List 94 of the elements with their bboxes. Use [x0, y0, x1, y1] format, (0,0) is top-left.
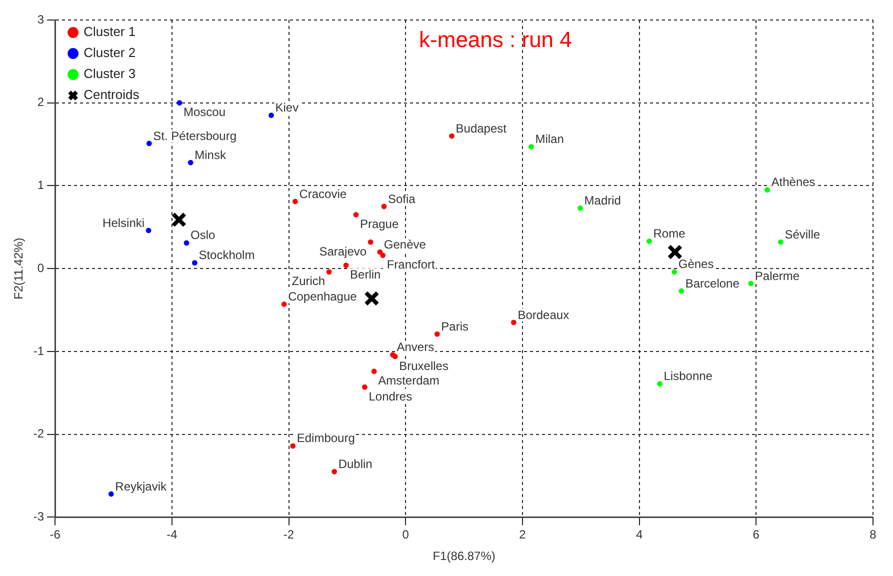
point	[672, 269, 678, 275]
x-tick-label: 0	[402, 528, 410, 542]
annotation: Athènes	[771, 175, 816, 190]
annotation: Edimbourg	[296, 431, 355, 446]
y-tick-label: -1	[33, 344, 44, 358]
point	[332, 468, 338, 474]
point	[108, 491, 114, 497]
point	[371, 368, 377, 374]
annotation: Kiev	[275, 100, 299, 115]
point	[292, 198, 298, 204]
annotation: Minsk	[194, 148, 227, 162]
x-axis-title: F1(86.87%)	[432, 549, 496, 564]
annotation: Amsterdam	[378, 374, 440, 388]
point	[381, 204, 387, 210]
point	[343, 262, 349, 268]
point	[268, 112, 274, 118]
annotation: Bruxelles	[399, 358, 448, 373]
annotation: Lisbonne	[664, 369, 713, 384]
point	[171, 212, 187, 228]
annotation: Zurich	[292, 274, 326, 288]
y-tick-label: -2	[33, 426, 44, 441]
point	[184, 240, 190, 246]
annotation: Milan	[535, 132, 564, 146]
y-tick-label: 1	[37, 178, 44, 192]
annotation: Copenhague	[288, 290, 358, 304]
y-tick-label: 2	[37, 95, 44, 110]
x-tick-label: 8	[870, 528, 877, 542]
y-tick-label: 0	[37, 260, 44, 275]
annotation: Paris	[441, 319, 469, 334]
annotation: Stockholm	[198, 248, 255, 262]
point	[281, 302, 287, 307]
annotation: Berlin	[350, 268, 381, 282]
annotation: Londres	[368, 389, 412, 404]
legend-label: Cluster 1	[84, 24, 136, 40]
legend-label: Centroids	[84, 87, 140, 102]
point	[434, 331, 440, 337]
annotation: Reykjavik	[115, 479, 168, 494]
point	[578, 205, 583, 211]
annotation: Genève	[384, 237, 426, 252]
point	[748, 280, 754, 286]
x-tick-label: 2	[519, 528, 526, 542]
x-tick-label: -4	[166, 528, 178, 542]
annotation: Helsinki	[102, 216, 145, 230]
annotation: Oslo	[190, 228, 216, 242]
point	[778, 239, 784, 245]
point	[290, 443, 296, 449]
point	[146, 140, 152, 146]
x-tick-label: -2	[283, 528, 294, 542]
annotation: Sofia	[388, 192, 416, 206]
point	[362, 384, 368, 390]
annotation: Francfort	[386, 258, 436, 272]
y-tick-label: 3	[37, 12, 44, 26]
point	[646, 238, 652, 244]
chart-title: k-means : run 4	[419, 27, 572, 52]
point	[657, 381, 662, 386]
point	[380, 252, 386, 258]
legend-label: Cluster 2	[84, 45, 136, 60]
point	[678, 288, 684, 294]
annotation: Bordeaux	[518, 308, 570, 322]
annotation: Moscou	[184, 105, 226, 120]
annotation: St. Pétersbourg	[153, 128, 237, 143]
annotation: Anvers	[396, 340, 434, 354]
point	[667, 244, 683, 260]
x-tick-label: 6	[752, 528, 760, 542]
point	[392, 354, 398, 360]
point	[176, 100, 182, 106]
annotation: Rome	[653, 226, 686, 241]
point	[449, 133, 454, 139]
annotation: Dublin	[338, 456, 372, 471]
annotation: Cracovie	[299, 186, 347, 201]
x-tick-label: -6	[50, 528, 61, 542]
point	[528, 144, 534, 150]
point	[510, 320, 516, 326]
annotation: Prague	[360, 217, 399, 232]
point	[353, 212, 359, 218]
point	[764, 187, 770, 193]
point	[377, 249, 383, 255]
legend-label: Cluster 3	[84, 66, 136, 82]
point	[146, 228, 152, 234]
point	[188, 160, 194, 166]
point	[326, 269, 332, 275]
annotation: Séville	[784, 227, 820, 242]
point	[192, 260, 198, 266]
annotation: Sarajevo	[319, 244, 367, 258]
y-axis-title: F2(11.42%)	[12, 238, 26, 300]
annotation: Barcelone	[685, 276, 740, 290]
y-tick-label: -3	[33, 510, 44, 524]
annotation: Gènes	[678, 257, 714, 272]
annotation: Palerme	[754, 268, 800, 283]
point	[368, 239, 374, 245]
annotation: Madrid	[584, 193, 621, 208]
annotation: Budapest	[456, 121, 508, 136]
point	[364, 290, 380, 306]
x-tick-label: 4	[636, 528, 643, 542]
